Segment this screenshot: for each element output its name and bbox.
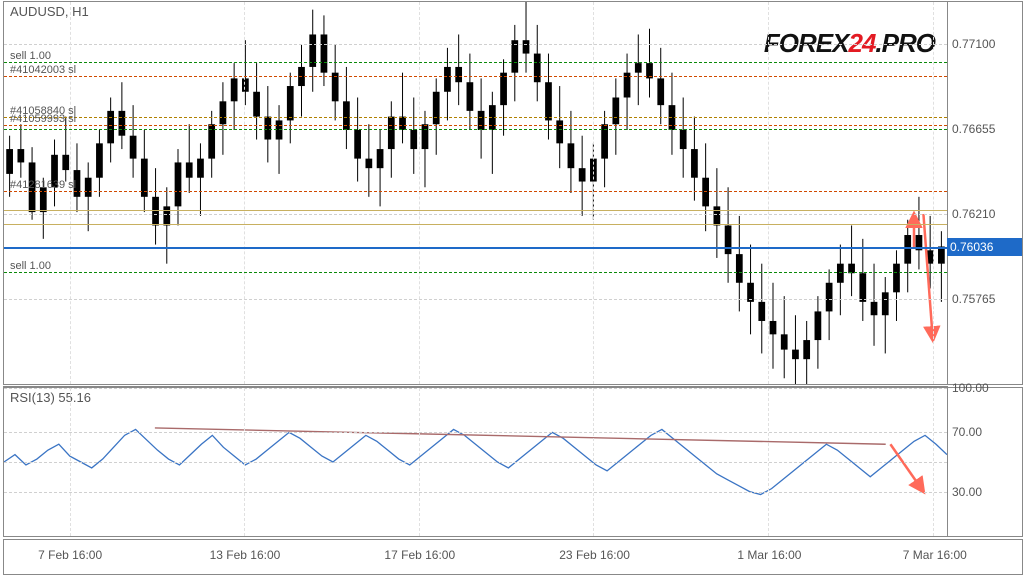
level-line (4, 129, 947, 130)
level-line (4, 224, 947, 225)
rsi-panel[interactable]: RSI(13) 55.16 (3, 387, 948, 537)
level-line (4, 117, 947, 118)
level-line (4, 191, 947, 192)
ytick-label: 0.75765 (952, 292, 995, 306)
level-label: #41281639 sl (10, 179, 76, 191)
level-label: sell 1.00 (10, 260, 51, 272)
xtick-label: 17 Feb 16:00 (384, 548, 455, 562)
current-price-tag: 0.76036 (947, 238, 1022, 256)
rsi-yaxis: 100.0070.0030.00 (948, 387, 1023, 537)
xtick-label: 13 Feb 16:00 (210, 548, 281, 562)
level-label: #41059993 sl (10, 113, 76, 125)
logo-part3: .PRO (875, 28, 935, 58)
xtick-label: 7 Feb 16:00 (38, 548, 102, 562)
level-line (4, 272, 947, 273)
level-line (4, 247, 947, 249)
level-line (4, 76, 947, 77)
level-line (4, 125, 947, 126)
xtick-label: 7 Mar 16:00 (903, 548, 967, 562)
level-label: #41042003 sl (10, 64, 76, 76)
ytick-label: 0.76210 (952, 207, 995, 221)
xtick-label: 1 Mar 16:00 (737, 548, 801, 562)
level-label: sell 1.00 (10, 50, 51, 62)
rsi-ytick-label: 30.00 (952, 485, 982, 499)
main-price-panel[interactable]: AUDUSD, H1 FOREX24.PRO sell 1.00#4104200… (3, 1, 948, 385)
price-yaxis: 0.76036 0.77100 0.76655 0.76210 0.75765 (948, 1, 1023, 385)
ytick-label: 0.77100 (952, 37, 995, 51)
level-line (4, 62, 947, 63)
rsi-ytick-label: 100.00 (952, 381, 989, 395)
xtick-label: 23 Feb 16:00 (559, 548, 630, 562)
rsi-ytick-label: 70.00 (952, 425, 982, 439)
level-line (4, 210, 947, 211)
logo-part2: 24 (849, 28, 876, 58)
price-chart-svg (4, 2, 947, 384)
ytick-label: 0.76655 (952, 122, 995, 136)
chart-container: AUDUSD, H1 FOREX24.PRO sell 1.00#4104200… (0, 0, 1024, 577)
logo-part1: FOREX (764, 28, 849, 58)
time-xaxis: 7 Feb 16:00 13 Feb 16:00 17 Feb 16:00 23 Fe… (3, 539, 1023, 575)
